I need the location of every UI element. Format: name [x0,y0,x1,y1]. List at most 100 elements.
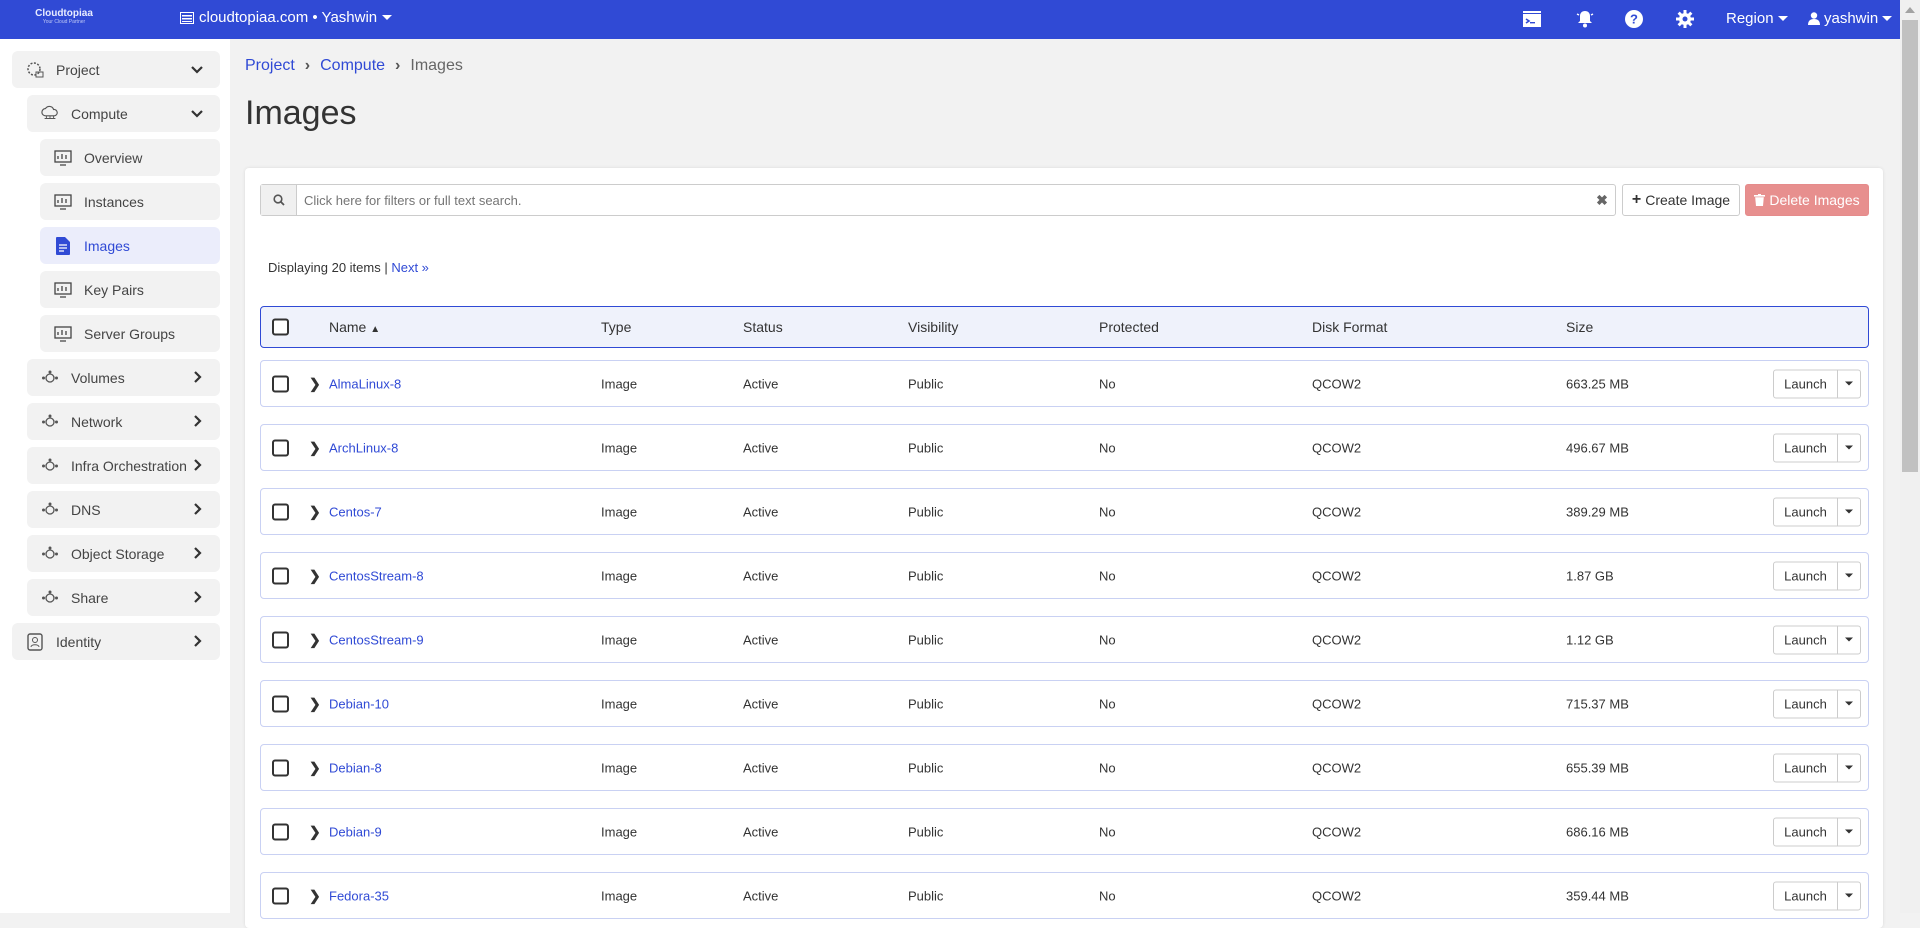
volumes-icon [41,369,59,387]
user-menu[interactable]: yashwin [1808,10,1893,27]
breadcrumb-compute[interactable]: Compute [320,57,386,74]
delete-images-button[interactable]: Delete Images [1745,184,1869,216]
table-header: Name ▲ Type Status Visibility Protected … [260,306,1869,348]
table-row: ❯ Debian-8 Image Active Public No QCOW2 655.39… [260,744,1869,791]
select-all-checkbox[interactable] [272,318,289,336]
launch-dropdown-toggle[interactable] [1838,562,1860,589]
image-name-link[interactable]: Fedora-35 [329,888,389,903]
launch-button[interactable]: Launch [1774,818,1838,845]
image-name-link[interactable]: Centos-7 [329,504,382,519]
launch-dropdown-toggle[interactable] [1838,370,1860,397]
row-checkbox[interactable] [272,759,289,776]
sidebar-item-network[interactable]: Network [27,403,220,440]
launch-button[interactable]: Launch [1774,626,1838,653]
chevron-right-icon [194,635,202,647]
sidebar-item-object-storage[interactable]: Object Storage [27,535,220,572]
cell-protected: No [1099,568,1116,583]
sidebar-item-project[interactable]: Project [12,51,220,88]
identity-icon [26,632,44,651]
caret-down-icon [1845,893,1853,898]
launch-button[interactable]: Launch [1774,498,1838,525]
chevron-right-icon[interactable]: ❯ [309,503,321,519]
launch-dropdown-toggle[interactable] [1838,498,1860,525]
launch-dropdown-toggle[interactable] [1838,626,1860,653]
console-icon[interactable] [1522,9,1542,29]
sidebar-item-instances[interactable]: Instances [40,183,220,220]
launch-dropdown-toggle[interactable] [1838,690,1860,717]
column-visibility: Visibility [908,319,959,335]
sidebar-item-images[interactable]: Images [40,227,220,264]
sidebar-item-identity[interactable]: Identity [12,623,220,660]
chevron-right-icon: › [395,57,401,74]
chevron-right-icon[interactable]: ❯ [309,887,321,903]
bell-icon[interactable] [1575,9,1595,29]
help-icon[interactable]: ? [1624,9,1644,29]
launch-dropdown-toggle[interactable] [1838,882,1860,909]
sidebar-item-infra-orchestration[interactable]: Infra Orchestration [27,447,220,484]
region-dropdown[interactable]: Region [1726,10,1788,27]
cell-status: Active [743,376,779,391]
cell-status: Active [743,888,779,903]
row-checkbox[interactable] [272,887,289,904]
image-name-link[interactable]: Debian-8 [329,760,382,775]
row-checkbox[interactable] [272,695,289,712]
launch-button[interactable]: Launch [1774,754,1838,781]
sidebar-item-volumes[interactable]: Volumes [27,359,220,396]
launch-button[interactable]: Launch [1774,690,1838,717]
cell-status: Active [743,632,779,647]
launch-dropdown-toggle[interactable] [1838,434,1860,461]
row-checkbox[interactable] [272,375,289,392]
row-checkbox[interactable] [272,823,289,840]
chevron-right-icon[interactable]: ❯ [309,695,321,711]
cell-visibility: Public [908,440,944,455]
image-name-link[interactable]: CentosStream-8 [329,568,424,583]
cell-size: 655.39 MB [1566,760,1629,775]
chevron-right-icon[interactable]: ❯ [309,823,321,839]
launch-button[interactable]: Launch [1774,434,1838,461]
launch-button[interactable]: Launch [1774,882,1838,909]
logo[interactable]: Cloudtopiaa Your Cloud Partner [35,8,93,25]
scroll-up-icon[interactable] [1905,7,1915,13]
svg-text:?: ? [1630,12,1638,27]
image-name-link[interactable]: CentosStream-9 [329,632,424,647]
image-name-link[interactable]: AlmaLinux-8 [329,376,402,391]
image-name-link[interactable]: Debian-9 [329,824,382,839]
clear-search-icon[interactable]: ✖ [1596,191,1608,208]
project-selector[interactable]: cloudtopiaa.com • Yashwin [180,9,393,26]
image-name-link[interactable]: Debian-10 [329,696,389,711]
sidebar-item-key-pairs[interactable]: Key Pairs [40,271,220,308]
sidebar-item-compute[interactable]: Compute [27,95,220,132]
sidebar-item-overview[interactable]: Overview [40,139,220,176]
column-name[interactable]: Name ▲ [329,319,381,335]
row-checkbox[interactable] [272,503,289,520]
table-row: ❯ Debian-9 Image Active Public No QCOW2 686.16… [260,808,1869,855]
page-scrollbar[interactable] [1900,0,1920,913]
create-image-button[interactable]: + Create Image [1622,184,1740,216]
search-input[interactable] [297,185,1589,215]
chevron-right-icon[interactable]: ❯ [309,759,321,775]
chevron-right-icon[interactable]: ❯ [309,631,321,647]
row-checkbox[interactable] [272,439,289,456]
launch-button[interactable]: Launch [1774,370,1838,397]
sidebar-item-server-groups[interactable]: Server Groups [40,315,220,352]
breadcrumb-project[interactable]: Project [245,57,295,74]
cloud-icon [41,105,59,123]
row-checkbox[interactable] [272,631,289,648]
launch-button[interactable]: Launch [1774,562,1838,589]
row-checkbox[interactable] [272,567,289,584]
server-groups-icon [54,325,72,343]
sidebar-item-share[interactable]: Share [27,579,220,616]
table-row: ❯ Debian-10 Image Active Public No QCOW2 715.3… [260,680,1869,727]
chevron-right-icon[interactable]: ❯ [309,439,321,455]
scrollbar-thumb[interactable] [1902,20,1918,472]
image-name-link[interactable]: ArchLinux-8 [329,440,399,455]
launch-dropdown-toggle[interactable] [1838,754,1860,781]
chevron-right-icon[interactable]: ❯ [309,567,321,583]
gear-icon[interactable] [1675,9,1695,29]
instances-icon [54,193,72,211]
launch-dropdown-toggle[interactable] [1838,818,1860,845]
next-page-link[interactable]: Next » [391,260,429,275]
chevron-right-icon[interactable]: ❯ [309,375,321,391]
sidebar-item-dns[interactable]: DNS [27,491,220,528]
key-pairs-icon [54,281,72,299]
